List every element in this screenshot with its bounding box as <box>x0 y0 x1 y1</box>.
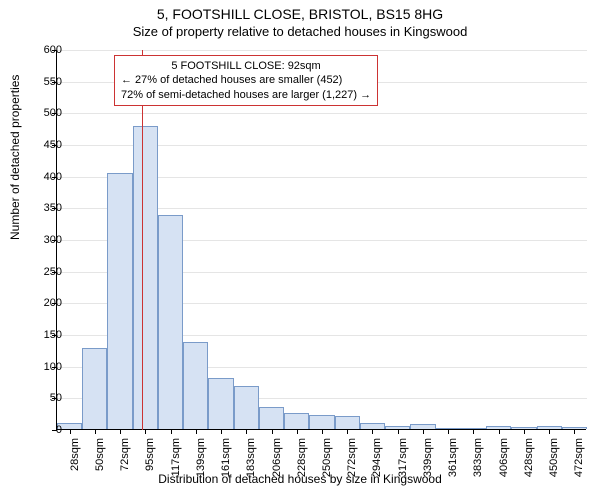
ytick-label: 500 <box>22 107 62 119</box>
xtick-mark <box>499 429 500 434</box>
histogram-bar <box>234 386 259 429</box>
xtick-mark <box>372 429 373 434</box>
annotation-box: 5 FOOTSHILL CLOSE: 92sqm ← 27% of detach… <box>114 55 378 106</box>
ytick-label: 250 <box>22 266 62 278</box>
page-subtitle: Size of property relative to detached ho… <box>0 22 600 39</box>
histogram-bar <box>284 413 309 429</box>
xtick-label: 28sqm <box>69 438 81 478</box>
xtick-mark <box>171 429 172 434</box>
ytick-label: 300 <box>22 234 62 246</box>
xtick-mark <box>145 429 146 434</box>
xtick-label: 72sqm <box>119 438 131 478</box>
xtick-mark <box>423 429 424 434</box>
xtick-label: 183sqm <box>245 438 257 478</box>
xtick-label: 139sqm <box>195 438 207 478</box>
histogram-bar <box>183 342 208 429</box>
ytick-label: 200 <box>22 297 62 309</box>
histogram-bar <box>107 173 132 430</box>
xtick-label: 428sqm <box>523 438 535 478</box>
xtick-label: 383sqm <box>472 438 484 478</box>
xtick-mark <box>297 429 298 434</box>
ytick-label: 100 <box>22 361 62 373</box>
ytick-label: 600 <box>22 44 62 56</box>
xtick-mark <box>549 429 550 434</box>
histogram-bar <box>82 348 107 429</box>
xtick-label: 50sqm <box>94 438 106 478</box>
ytick-label: 450 <box>22 139 62 151</box>
xtick-label: 161sqm <box>220 438 232 478</box>
xtick-label: 339sqm <box>422 438 434 478</box>
xtick-mark <box>448 429 449 434</box>
histogram-bar <box>208 378 233 429</box>
ytick-label: 0 <box>22 424 62 436</box>
xtick-mark <box>574 429 575 434</box>
xtick-mark <box>272 429 273 434</box>
xtick-mark <box>70 429 71 434</box>
xtick-mark <box>196 429 197 434</box>
xtick-label: 472sqm <box>573 438 585 478</box>
xtick-label: 406sqm <box>498 438 510 478</box>
xtick-mark <box>398 429 399 434</box>
ytick-label: 400 <box>22 171 62 183</box>
xtick-mark <box>473 429 474 434</box>
annotation-line3: 72% of semi-detached houses are larger (… <box>121 88 371 102</box>
xtick-mark <box>322 429 323 434</box>
xtick-label: 117sqm <box>170 438 182 478</box>
ytick-label: 550 <box>22 76 62 88</box>
ytick-label: 350 <box>22 202 62 214</box>
xtick-label: 450sqm <box>548 438 560 478</box>
xtick-mark <box>221 429 222 434</box>
xtick-mark <box>95 429 96 434</box>
gridline <box>57 113 587 114</box>
plot-region <box>56 50 586 430</box>
histogram-bar <box>259 407 284 429</box>
xtick-label: 228sqm <box>296 438 308 478</box>
xtick-label: 272sqm <box>346 438 358 478</box>
page-title: 5, FOOTSHILL CLOSE, BRISTOL, BS15 8HG <box>0 0 600 22</box>
xtick-mark <box>524 429 525 434</box>
xtick-mark <box>246 429 247 434</box>
histogram-bar <box>158 215 183 429</box>
chart-area: 5 FOOTSHILL CLOSE: 92sqm ← 27% of detach… <box>56 50 586 430</box>
histogram-bar <box>309 415 334 429</box>
xtick-label: 361sqm <box>447 438 459 478</box>
histogram-bar <box>335 416 360 429</box>
ytick-label: 50 <box>22 392 62 404</box>
chart-container: 5, FOOTSHILL CLOSE, BRISTOL, BS15 8HG Si… <box>0 0 600 500</box>
xtick-label: 206sqm <box>271 438 283 478</box>
ytick-label: 150 <box>22 329 62 341</box>
histogram-bar <box>133 126 158 429</box>
xtick-mark <box>347 429 348 434</box>
annotation-line2: ← 27% of detached houses are smaller (45… <box>121 73 371 87</box>
y-axis-label: Number of detached properties <box>8 75 22 240</box>
xtick-label: 250sqm <box>321 438 333 478</box>
xtick-label: 95sqm <box>144 438 156 478</box>
xtick-label: 294sqm <box>371 438 383 478</box>
xtick-label: 317sqm <box>397 438 409 478</box>
gridline <box>57 50 587 51</box>
xtick-mark <box>120 429 121 434</box>
reference-line <box>142 50 143 430</box>
annotation-line1: 5 FOOTSHILL CLOSE: 92sqm <box>121 59 371 73</box>
